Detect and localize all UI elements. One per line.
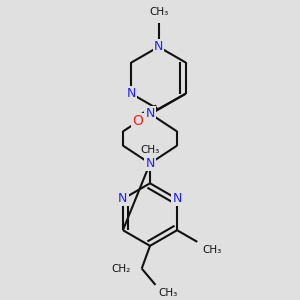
Text: CH₃: CH₃ — [149, 7, 168, 17]
Text: CH₃: CH₃ — [202, 245, 222, 255]
Text: N: N — [145, 157, 155, 170]
Text: N: N — [145, 107, 155, 120]
Text: N: N — [172, 192, 182, 206]
Text: N: N — [118, 192, 128, 206]
Text: CH₃: CH₃ — [158, 288, 178, 298]
Text: N: N — [127, 87, 136, 100]
Text: CH₂: CH₂ — [112, 264, 131, 274]
Text: O: O — [132, 115, 143, 128]
Text: N: N — [154, 40, 163, 53]
Text: CH₃: CH₃ — [140, 145, 160, 155]
